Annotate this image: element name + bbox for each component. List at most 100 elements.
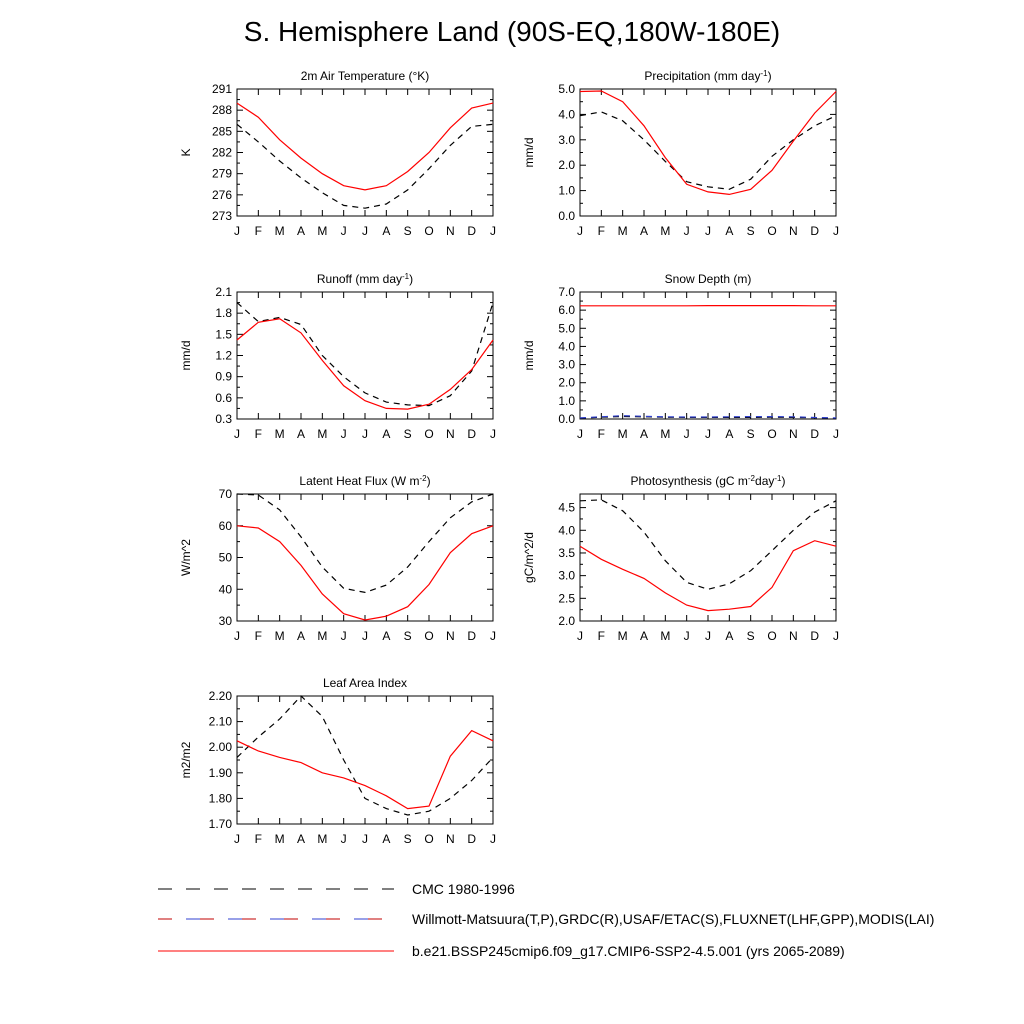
x-tick-label: J — [341, 427, 347, 441]
y-tick-label: 4.0 — [558, 339, 575, 353]
x-tick-label: O — [767, 224, 776, 238]
series-line-solid-red — [236, 318, 494, 410]
x-tick-label: S — [404, 832, 412, 846]
x-tick-label: J — [234, 224, 240, 238]
y-tick-label: 2.00 — [209, 740, 233, 754]
x-tick-label: J — [833, 427, 839, 441]
y-axis-label: K — [179, 148, 193, 156]
y-tick-label: 2.1 — [215, 285, 232, 299]
y-tick-label: 1.90 — [209, 766, 233, 780]
x-tick-label: O — [767, 427, 776, 441]
y-tick-label: 3.0 — [558, 133, 575, 147]
y-axis-label: gC/m^2/d — [522, 532, 536, 583]
series-line-dash-black — [579, 499, 837, 590]
x-tick-label: D — [467, 427, 476, 441]
y-tick-label: 70 — [219, 487, 233, 501]
y-axis-label: mm/d — [179, 341, 193, 371]
y-axis-label: mm/d — [522, 341, 536, 371]
x-tick-label: M — [275, 629, 285, 643]
x-tick-label: A — [725, 629, 733, 643]
x-tick-label: N — [446, 832, 455, 846]
series-line-dash-blue — [579, 415, 837, 419]
x-tick-label: J — [341, 629, 347, 643]
y-tick-label: 285 — [212, 124, 232, 138]
x-tick-label: D — [810, 224, 819, 238]
x-tick-label: J — [341, 224, 347, 238]
x-tick-label: J — [362, 629, 368, 643]
y-tick-label: 3.5 — [558, 546, 575, 560]
x-tick-label: F — [598, 629, 605, 643]
x-tick-label: N — [789, 427, 798, 441]
x-tick-label: S — [747, 224, 755, 238]
y-tick-label: 5.0 — [558, 321, 575, 335]
x-tick-label: O — [424, 832, 433, 846]
x-tick-label: D — [810, 629, 819, 643]
series-line-solid-red — [579, 90, 837, 196]
chart-title: Runoff (mm day-1) — [317, 272, 413, 287]
y-tick-label: 1.0 — [558, 184, 575, 198]
series-line-dash-black — [579, 111, 837, 190]
y-tick-label: 1.70 — [209, 817, 233, 831]
x-tick-label: J — [490, 629, 496, 643]
x-tick-label: M — [317, 224, 327, 238]
y-tick-label: 288 — [212, 103, 232, 117]
x-tick-label: A — [725, 427, 733, 441]
x-tick-label: O — [424, 224, 433, 238]
y-axis-label: W/m^2 — [179, 539, 193, 576]
chart-panel-7: Leaf Area Index 1.70 1.80 1.90 2.00 2.10 2.20 J… — [179, 676, 496, 846]
chart-title: Precipitation (mm day-1) — [644, 69, 771, 84]
x-tick-label: S — [404, 427, 412, 441]
y-axis-label: m2/m2 — [179, 741, 193, 778]
x-tick-label: A — [382, 427, 390, 441]
x-tick-label: J — [490, 224, 496, 238]
x-tick-label: N — [789, 224, 798, 238]
x-tick-label: D — [467, 832, 476, 846]
x-tick-label: O — [767, 629, 776, 643]
x-tick-label: J — [234, 427, 240, 441]
x-tick-label: J — [833, 629, 839, 643]
x-tick-label: F — [598, 224, 605, 238]
x-tick-label: M — [317, 629, 327, 643]
y-tick-label: 4.0 — [558, 523, 575, 537]
x-tick-label: S — [747, 427, 755, 441]
y-tick-label: 2.5 — [558, 591, 575, 605]
plot-frame — [579, 291, 837, 420]
x-tick-label: J — [362, 224, 368, 238]
y-tick-label: 1.8 — [215, 306, 232, 320]
x-tick-label: A — [297, 629, 305, 643]
x-tick-label: A — [382, 224, 390, 238]
x-tick-label: J — [490, 832, 496, 846]
y-tick-label: 2.20 — [209, 689, 233, 703]
y-tick-label: 60 — [219, 519, 233, 533]
x-tick-label: A — [297, 224, 305, 238]
x-tick-label: J — [234, 629, 240, 643]
y-tick-label: 276 — [212, 188, 232, 202]
y-tick-label: 282 — [212, 146, 232, 160]
y-tick-label: 2.0 — [558, 376, 575, 390]
x-tick-label: M — [275, 832, 285, 846]
x-tick-label: J — [341, 832, 347, 846]
chart-title: 2m Air Temperature (°K) — [301, 69, 430, 83]
y-tick-label: 3.0 — [558, 358, 575, 372]
x-tick-label: J — [362, 832, 368, 846]
chart-panel-4: Snow Depth (m) 0.0 1.0 2.0 3.0 4.0 5.0 6.0 7.0 J F… — [522, 272, 839, 441]
x-tick-label: N — [446, 629, 455, 643]
x-tick-label: D — [467, 224, 476, 238]
x-tick-label: A — [382, 832, 390, 846]
plot-frame — [236, 493, 494, 622]
chart-title: Leaf Area Index — [323, 676, 407, 690]
plot-frame — [579, 493, 837, 622]
x-tick-label: N — [446, 427, 455, 441]
y-tick-label: 0.6 — [215, 391, 232, 405]
x-tick-label: F — [255, 629, 262, 643]
chart-panel-6: Photosynthesis (gC m-2day-1) 2.0 2.5 3.0 3.5… — [522, 474, 839, 644]
chart-title: Snow Depth (m) — [665, 272, 752, 286]
chart-panel-1: 2m Air Temperature (°K) 273 276 279 282 285 28… — [179, 69, 496, 238]
series-line-dash-black — [236, 123, 494, 209]
y-tick-label: 5.0 — [558, 82, 575, 96]
x-tick-label: N — [446, 224, 455, 238]
x-tick-label: F — [255, 224, 262, 238]
series-line-dash-black — [236, 695, 494, 816]
x-tick-label: M — [660, 427, 670, 441]
